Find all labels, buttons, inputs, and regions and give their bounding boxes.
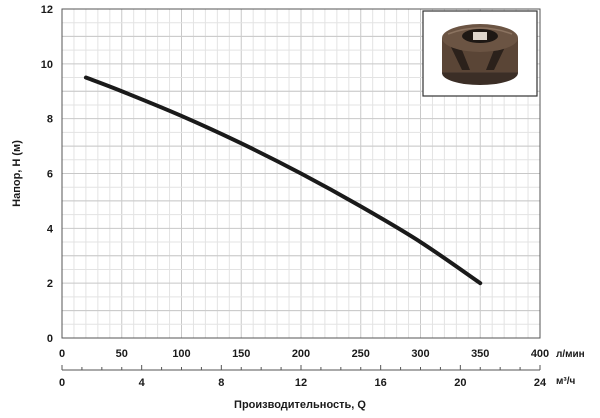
x-tick-label: 0 [59, 348, 65, 360]
y-axis-title: Напор, H (м) [11, 140, 23, 207]
x-tick-label: 50 [116, 348, 128, 360]
x-axis-title: Производительность, Q [234, 399, 366, 411]
y-tick-label: 8 [47, 114, 53, 126]
x-tick-label: 300 [411, 348, 429, 360]
plot-frame [61, 8, 541, 339]
series-line [83, 75, 483, 286]
x2-tick-label: 20 [454, 377, 466, 389]
x-tick-label: 150 [232, 348, 250, 360]
x2-tick-label: 16 [375, 377, 387, 389]
x-tick-label: 400 [531, 348, 549, 360]
y-tick-label: 10 [41, 59, 53, 71]
y-tick-labels: 0 2 4 6 8 10 12 [41, 4, 54, 345]
pump-impeller-icon [442, 24, 518, 85]
x-tick-label: 350 [471, 348, 489, 360]
x-unit-primary: л/мин [556, 349, 585, 360]
y-tick-label: 4 [47, 223, 54, 235]
x2-tick-label: 4 [139, 377, 146, 389]
y-tick-label: 0 [47, 333, 53, 345]
x-tick-label: 200 [292, 348, 310, 360]
curve-layer [83, 75, 483, 286]
x2-tick-label: 0 [59, 377, 65, 389]
x-tick-label: 250 [352, 348, 370, 360]
y-tick-label: 12 [41, 4, 53, 16]
x-tick-labels: 0 50 100 150 200 250 300 350 400 [59, 348, 549, 360]
x2-tick-label: 8 [218, 377, 224, 389]
x-unit-secondary: м³/ч [556, 376, 576, 387]
pump-impeller-inset [422, 10, 538, 97]
x2-tick-label: 12 [295, 377, 307, 389]
x2-tick-labels: 0 4 8 12 16 20 24 [59, 365, 547, 389]
y-tick-label: 2 [47, 278, 53, 290]
x2-tick-label: 24 [534, 377, 547, 389]
x-tick-label: 100 [172, 348, 190, 360]
y-tick-label: 6 [47, 169, 53, 181]
